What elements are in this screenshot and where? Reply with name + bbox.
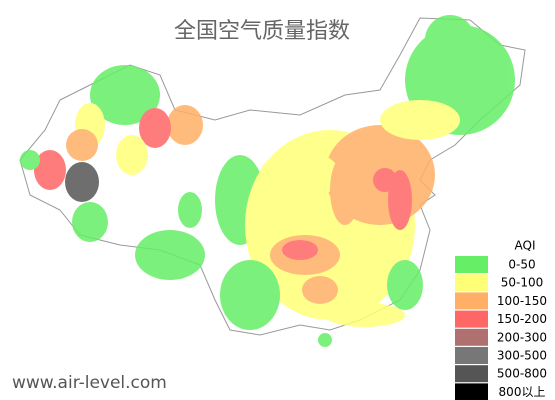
- legend-swatch: [455, 256, 488, 273]
- legend-title: AQI: [515, 239, 536, 253]
- legend-label: 200-300: [497, 330, 547, 344]
- aqi-areas: [20, 15, 515, 347]
- legend-label: 150-200: [497, 312, 547, 326]
- map-shapes: [19, 15, 526, 347]
- legend-label: 500-800: [497, 367, 547, 381]
- title: 全国空气质量指数: [174, 19, 350, 44]
- legend-label: 800以上: [499, 385, 546, 399]
- legend-label: 0-50: [508, 258, 535, 272]
- legend-swatch: [455, 310, 488, 328]
- legend-swatch: [455, 365, 488, 383]
- legend-label: 50-100: [501, 276, 544, 290]
- legend-swatch: [455, 383, 488, 400]
- legend-label: 100-150: [497, 294, 547, 308]
- legend-label: 300-500: [497, 349, 547, 363]
- watermark: www.air-level.com: [12, 373, 167, 393]
- legend-swatch: [455, 274, 488, 292]
- legend-swatch: [455, 292, 488, 310]
- legend: 0-50 50-100 100-150 150-200 200-300 300-500 50…: [452, 254, 555, 400]
- legend-swatch: [455, 347, 488, 364]
- legend-swatch: [455, 328, 488, 346]
